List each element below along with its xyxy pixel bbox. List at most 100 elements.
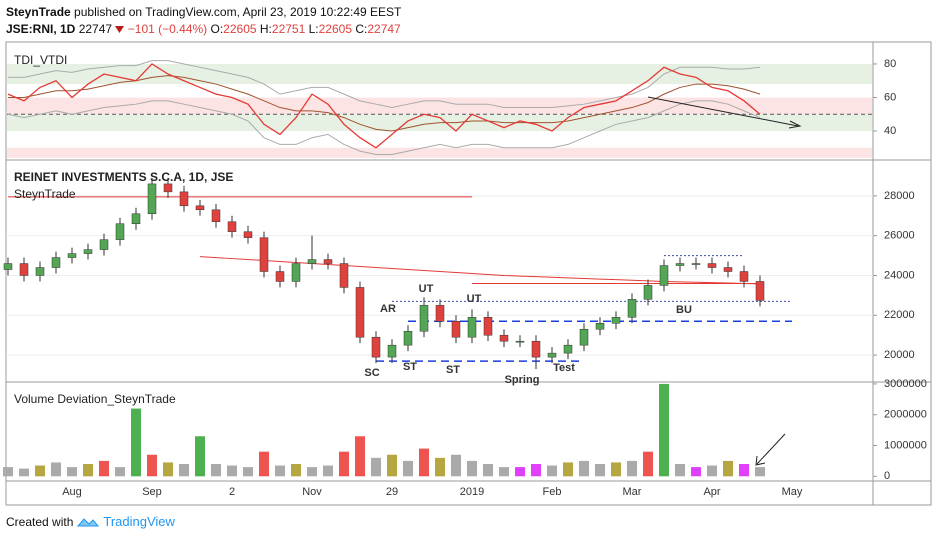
- candle-body: [291, 263, 301, 282]
- volume-bar: [499, 467, 509, 477]
- price-subtitle: SteynTrade: [14, 187, 76, 201]
- annotation: UT: [467, 293, 482, 305]
- candle-body: [627, 299, 637, 318]
- published: published on TradingView.com, April 23, …: [74, 5, 402, 19]
- header: SteynTrade published on TradingView.com,…: [6, 4, 401, 38]
- volume-bar: [419, 448, 429, 477]
- brand: TradingView: [103, 514, 175, 529]
- c-label: C:: [355, 22, 368, 36]
- tdi-title: TDI_VTDI: [14, 53, 67, 67]
- volume-bar: [547, 465, 557, 477]
- volume-bar: [755, 467, 765, 477]
- volume-bar: [707, 465, 717, 477]
- candle-body: [67, 253, 77, 258]
- volume-bar: [739, 463, 749, 477]
- candle-body: [307, 259, 317, 264]
- y-tick-label: 2000000: [884, 409, 927, 421]
- l-value: 22605: [318, 22, 352, 36]
- candle-body: [611, 317, 621, 324]
- candle-body: [675, 263, 685, 266]
- y-tick-label: 40: [884, 125, 896, 137]
- volume-bar: [3, 467, 13, 477]
- x-tick-label: Apr: [703, 486, 720, 498]
- band: [7, 97, 872, 115]
- volume-bar: [611, 462, 621, 477]
- volume-bar: [467, 460, 477, 477]
- volume-bar: [131, 408, 141, 477]
- volume-bar: [147, 454, 157, 477]
- candle-body: [643, 285, 653, 300]
- candle-body: [115, 223, 125, 240]
- annotation: Test: [553, 362, 575, 374]
- candle-body: [451, 321, 461, 338]
- tv-logo: [77, 517, 100, 526]
- volume-arrow: [756, 433, 786, 465]
- x-tick-label: 29: [386, 486, 398, 498]
- candle-body: [739, 271, 749, 282]
- candle-body: [3, 263, 13, 270]
- candle-body: [531, 340, 541, 358]
- candle-body: [355, 287, 365, 338]
- volume-bar: [435, 457, 445, 477]
- symbol: JSE:RNI, 1D: [6, 22, 76, 36]
- y-tick-label: 20000: [884, 349, 915, 361]
- candle-body: [83, 249, 93, 254]
- volume-bar: [51, 462, 61, 477]
- volume-bar: [99, 460, 109, 477]
- candle-body: [339, 263, 349, 288]
- candle-body: [659, 265, 669, 286]
- candle-body: [211, 209, 221, 222]
- volume-bar: [211, 463, 221, 477]
- volume-bar: [355, 436, 365, 477]
- candle-body: [179, 191, 189, 207]
- volume-bar: [403, 460, 413, 477]
- candle-body: [515, 340, 525, 343]
- volume-bar: [675, 463, 685, 477]
- volume-title: Volume Deviation_SteynTrade: [14, 392, 176, 406]
- volume-bar: [227, 465, 237, 477]
- l-label: L:: [308, 22, 319, 36]
- volume-bar: [163, 462, 173, 477]
- candle-body: [275, 271, 285, 282]
- header-line-1: SteynTrade published on TradingView.com,…: [6, 4, 401, 21]
- band: [7, 147, 872, 158]
- candle-body: [243, 231, 253, 238]
- tdi-line: [8, 60, 761, 109]
- x-tick-label: Sep: [142, 486, 162, 498]
- arrow-head: [755, 455, 766, 466]
- volume-bar: [19, 468, 29, 477]
- candle-body: [723, 267, 733, 272]
- volume-bar: [451, 454, 461, 477]
- annotation: UT: [419, 283, 434, 295]
- band: [7, 63, 872, 85]
- x-tick-label: Aug: [62, 486, 82, 498]
- candle-body: [467, 317, 477, 338]
- candle-body: [595, 323, 605, 330]
- volume-bar: [723, 460, 733, 477]
- candle-body: [707, 263, 717, 268]
- o-label: O:: [210, 22, 224, 36]
- last: 22747: [78, 22, 113, 36]
- volume-bar: [307, 467, 317, 477]
- volume-bar: [275, 465, 285, 477]
- volume-bar: [643, 451, 653, 477]
- volume-bar: [291, 463, 301, 477]
- annotation: ST: [446, 364, 460, 376]
- change: −101 (−0.44%): [127, 22, 208, 36]
- candle-body: [147, 183, 157, 215]
- volume-bar: [627, 460, 637, 477]
- volume-bar: [323, 465, 333, 477]
- annotation: AR: [380, 303, 396, 315]
- candle-body: [35, 267, 45, 276]
- tdi-line: [7, 63, 761, 149]
- volume-bar: [387, 454, 397, 477]
- candle-body: [755, 281, 765, 301]
- price-title: REINET INVESTMENTS S.C.A, 1D, JSE: [14, 170, 233, 184]
- footer: Created with TradingView: [6, 514, 175, 529]
- volume-bar: [115, 467, 125, 477]
- candle-body: [387, 344, 397, 358]
- annotation: BU: [676, 304, 692, 316]
- annotation: ST: [403, 361, 417, 373]
- candle-body: [499, 334, 509, 342]
